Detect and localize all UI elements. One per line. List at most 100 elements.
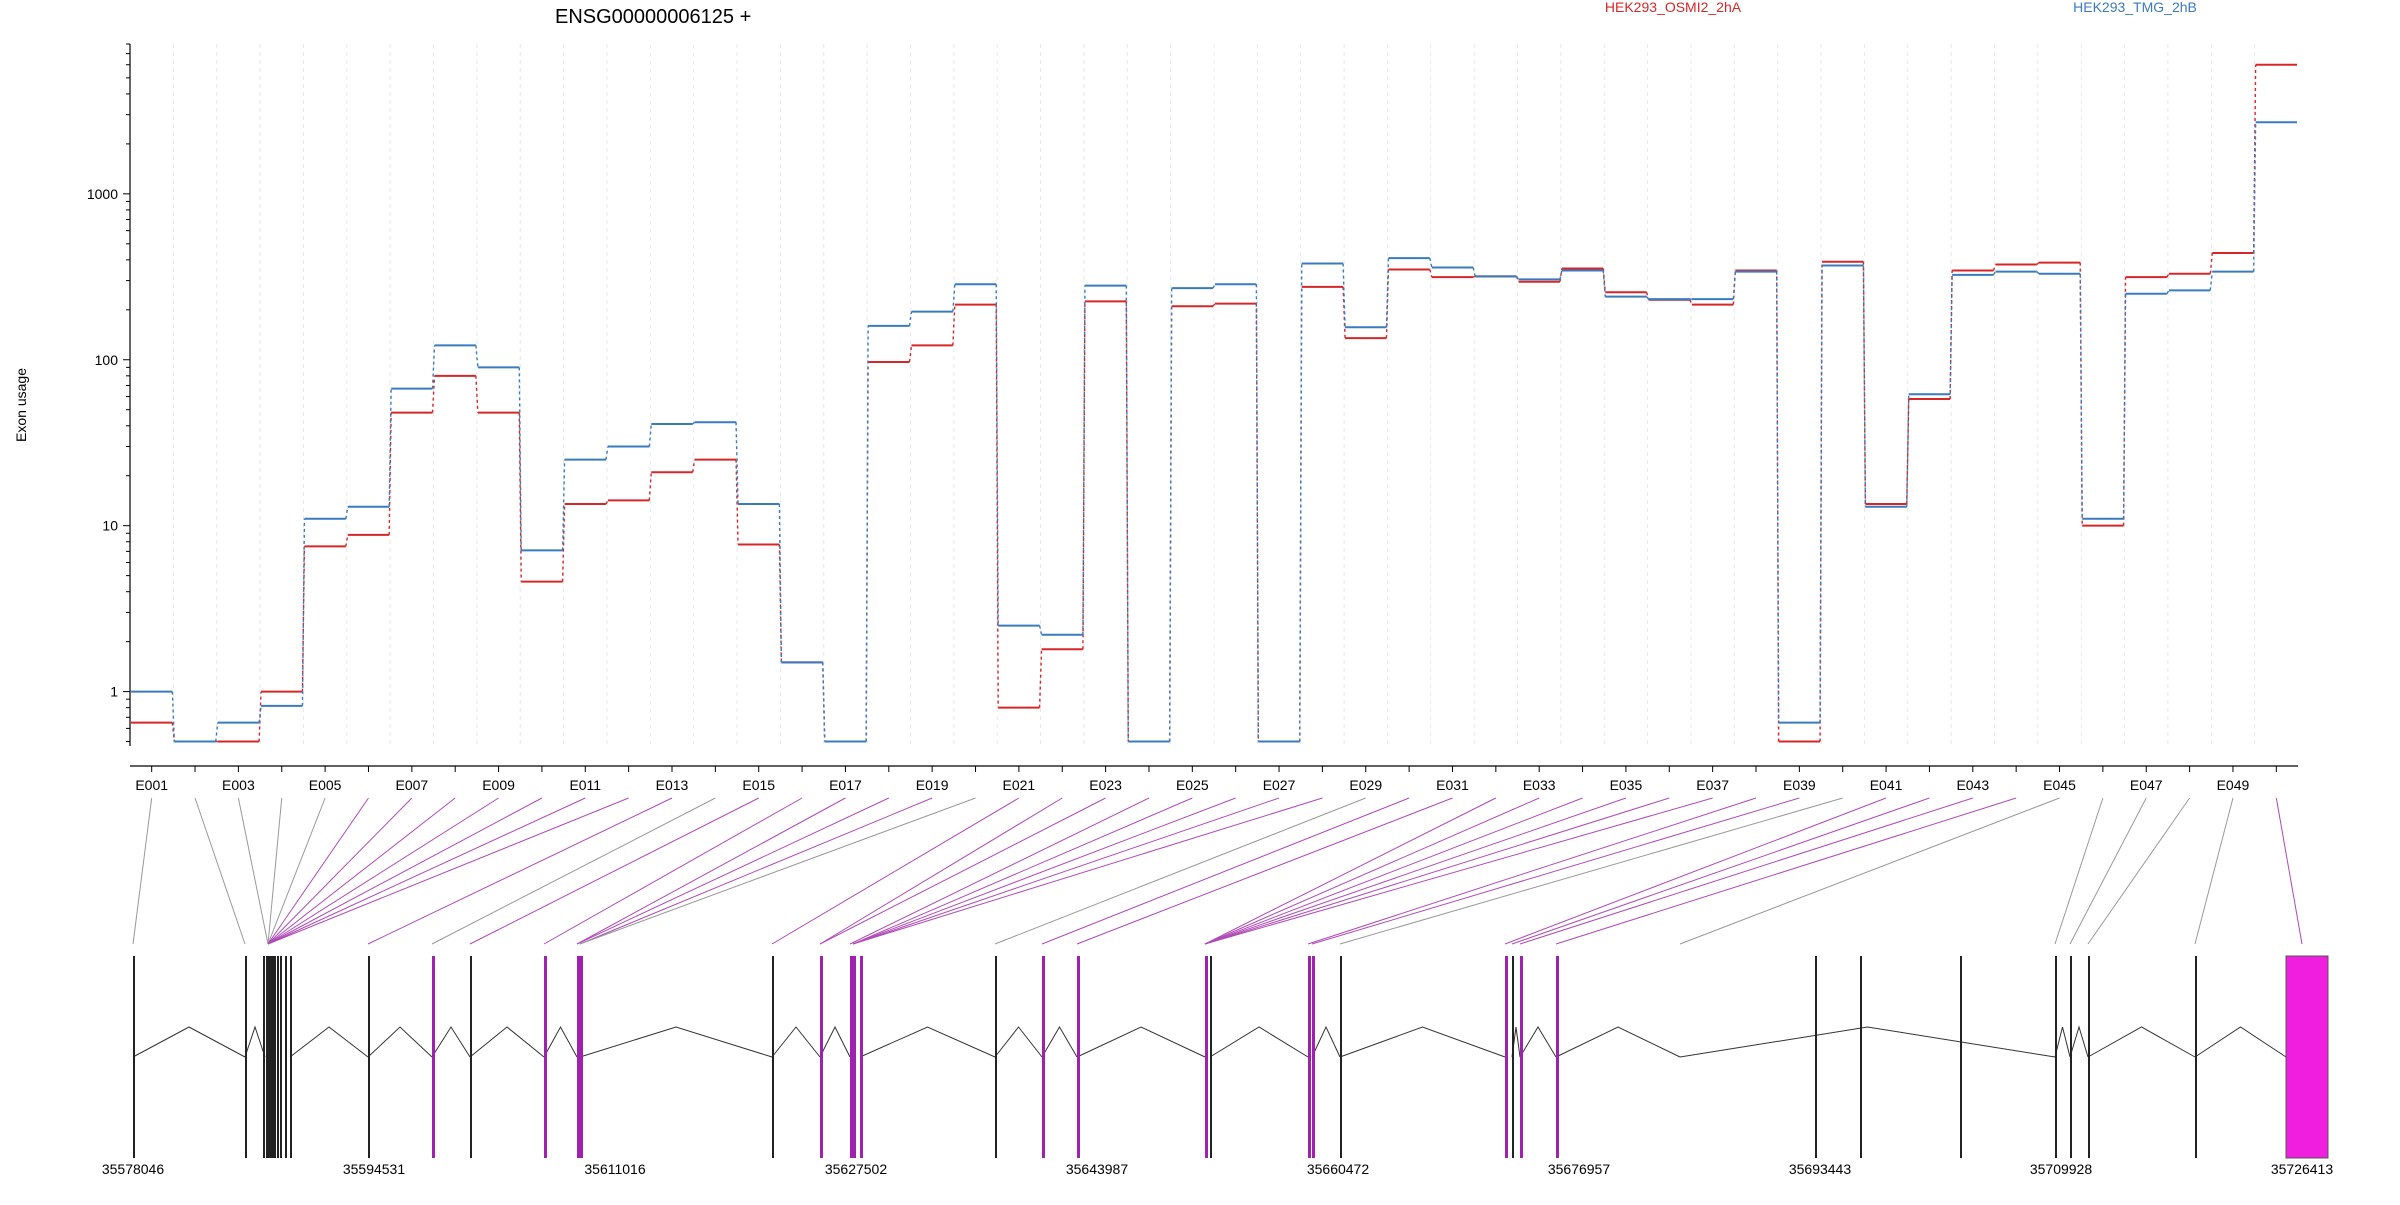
x-tick-label: E033 — [1523, 777, 1556, 793]
connector-line — [267, 797, 326, 945]
value-connector — [1602, 270, 1606, 297]
value-connector — [1949, 274, 1953, 395]
value-connector — [345, 506, 349, 519]
connector-line — [1041, 797, 1410, 945]
legend-entry-tmg: HEK293_TMG_2hB — [2073, 0, 2197, 15]
exon-block — [1077, 956, 1080, 1158]
x-axis: E001 E003 E005 E007 E009 E011 E013 E015 E017 E019… — [130, 765, 2298, 793]
value-connector — [2036, 262, 2040, 266]
value-connector — [908, 311, 913, 326]
connector-line — [1204, 797, 1583, 945]
value-connector — [952, 284, 956, 312]
value-connector — [518, 367, 522, 551]
connector-line — [2054, 797, 2104, 945]
exon-block — [432, 956, 435, 1158]
x-tick-label: E029 — [1349, 777, 1382, 793]
intron-line — [994, 1026, 1043, 1058]
value-connector — [1082, 285, 1086, 635]
intron-line — [819, 1025, 851, 1058]
x-tick-label: E001 — [135, 777, 168, 793]
connector-line — [2275, 797, 2303, 945]
intron-line — [1041, 1026, 1078, 1058]
connector-line — [367, 797, 673, 945]
connector-line — [852, 797, 1236, 945]
exon-block — [1815, 956, 1817, 1158]
value-connector — [171, 691, 176, 742]
y-tick-label: 1000 — [87, 186, 118, 202]
value-connector — [735, 459, 739, 545]
value-connector — [518, 412, 522, 582]
exon-connector-lines — [132, 797, 2303, 945]
coordinate-label: 35578046 — [102, 1161, 165, 1177]
intron-line — [2087, 1026, 2196, 1058]
exon-block — [2195, 956, 2197, 1158]
y-tick-label: 1 — [110, 684, 118, 700]
exon-block — [1860, 956, 1862, 1158]
value-connector — [648, 423, 653, 447]
x-tick-label: E011 — [569, 777, 601, 793]
intron-line — [431, 1026, 471, 1058]
value-connector — [648, 472, 653, 501]
connector-line — [267, 797, 456, 945]
connector-line — [543, 797, 803, 945]
value-connector — [1992, 271, 1997, 276]
gene-model — [132, 955, 2329, 1159]
exon-block — [245, 956, 247, 1158]
exon-block — [368, 956, 370, 1158]
connector-line — [771, 797, 1020, 945]
value-connector — [1082, 301, 1086, 650]
coordinate-label: 35676957 — [1548, 1161, 1611, 1177]
exon-block — [820, 956, 823, 1158]
exon-block — [1960, 956, 1962, 1158]
intron-line — [1311, 1025, 1341, 1058]
vertical-grid — [172, 44, 2256, 746]
connector-line — [1204, 797, 1497, 945]
value-connector — [1212, 303, 1216, 307]
exon-block — [268, 956, 270, 1158]
value-connector — [735, 422, 739, 505]
value-connector — [561, 504, 566, 582]
x-tick-label: E037 — [1696, 777, 1729, 793]
value-connector — [2252, 122, 2257, 272]
connector-line — [819, 797, 1063, 945]
exon-block — [860, 956, 863, 1158]
intron-line — [1076, 1026, 1206, 1058]
connector-line — [852, 797, 1323, 945]
exon-block — [272, 956, 274, 1158]
x-tick-label: E031 — [1436, 777, 1469, 793]
value-connector — [1038, 625, 1043, 635]
value-connector — [2122, 293, 2127, 519]
value-connector — [1559, 268, 1563, 282]
intron-line — [2054, 1026, 2071, 1058]
exon-block — [1308, 956, 1311, 1158]
exon-block — [266, 956, 268, 1158]
intron-line — [1679, 1026, 2056, 1058]
connector-line — [267, 797, 586, 945]
exon-block — [2088, 956, 2090, 1158]
connector-line — [1076, 797, 1453, 945]
value-connector — [908, 345, 913, 363]
intron-line — [469, 1026, 545, 1058]
value-connector — [2036, 271, 2040, 275]
value-connector — [1125, 285, 1129, 742]
value-connector — [952, 304, 956, 346]
value-connector — [1429, 269, 1433, 278]
connector-line — [237, 797, 269, 945]
x-tick-label: E013 — [656, 777, 689, 793]
value-connector — [475, 345, 479, 368]
intron-line — [1519, 1026, 1557, 1058]
value-connector — [605, 446, 609, 460]
intron-line — [132, 1026, 246, 1058]
value-connector — [1559, 270, 1563, 280]
x-tick-label: E049 — [2217, 777, 2250, 793]
connector-line — [1555, 797, 2017, 945]
value-connector — [691, 459, 696, 473]
x-tick-label: E035 — [1610, 777, 1643, 793]
connector-line — [469, 797, 759, 945]
connector-line — [576, 797, 846, 945]
intron-line — [543, 1025, 578, 1058]
x-tick-label: E019 — [916, 777, 949, 793]
connector-line — [994, 797, 1366, 945]
exon-block — [850, 956, 853, 1158]
